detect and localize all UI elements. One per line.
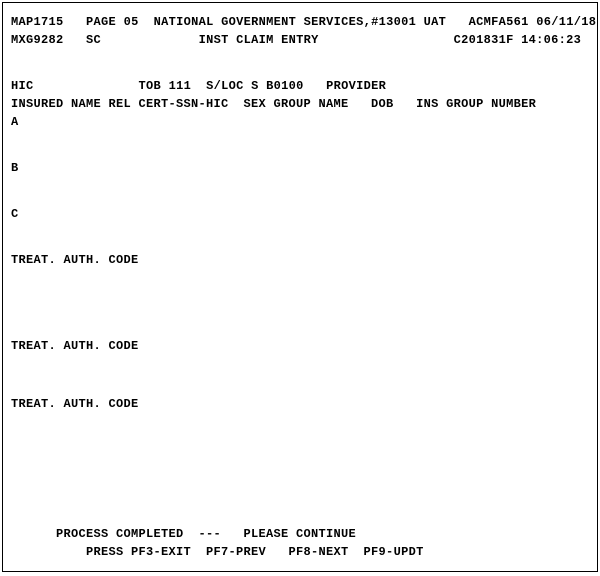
tob-label: TOB [139, 79, 162, 93]
header-line-2: MXG9282 SC INST CLAIM ENTRY C201831F 14:… [11, 31, 589, 49]
sloc-value: S B0100 [251, 79, 304, 93]
treat-auth-3: TREAT. AUTH. CODE [11, 395, 589, 413]
system-code: ACMFA561 [469, 15, 529, 29]
session: C201831F [454, 33, 514, 47]
treat-auth-2: TREAT. AUTH. CODE [11, 337, 589, 355]
status-text: PROCESS COMPLETED --- PLEASE CONTINUE [56, 527, 356, 541]
column-header: INSURED NAME REL CERT-SSN-HIC SEX GROUP … [11, 95, 589, 113]
title: NATIONAL GOVERNMENT SERVICES,#13001 UAT [154, 15, 447, 29]
trans-id: MXG9282 [11, 33, 64, 47]
hic-label: HIC [11, 79, 34, 93]
sc-code: SC [86, 33, 101, 47]
page-label: PAGE [86, 15, 116, 29]
hic-line: HIC TOB 111 S/LOC S B0100 PROVIDER [11, 77, 589, 95]
subtitle: INST CLAIM ENTRY [199, 33, 319, 47]
map-id: MAP1715 [11, 15, 64, 29]
row-b: B [11, 159, 589, 177]
keys-line: PRESS PF3-EXIT PF7-PREV PF8-NEXT PF9-UPD… [11, 543, 589, 561]
page-num: 05 [124, 15, 139, 29]
time: 14:06:23 [521, 33, 581, 47]
row-a: A [11, 113, 589, 131]
status-line: PROCESS COMPLETED --- PLEASE CONTINUE [11, 525, 589, 543]
row-c: C [11, 205, 589, 223]
sloc-label: S/LOC [206, 79, 244, 93]
header-line-1: MAP1715 PAGE 05 NATIONAL GOVERNMENT SERV… [11, 13, 589, 31]
date: 06/11/18 [536, 15, 596, 29]
function-keys[interactable]: PRESS PF3-EXIT PF7-PREV PF8-NEXT PF9-UPD… [86, 545, 424, 559]
treat-auth-1: TREAT. AUTH. CODE [11, 251, 589, 269]
tob-value: 111 [169, 79, 192, 93]
provider-label: PROVIDER [326, 79, 386, 93]
footer: PROCESS COMPLETED --- PLEASE CONTINUE PR… [11, 525, 589, 561]
terminal-screen: MAP1715 PAGE 05 NATIONAL GOVERNMENT SERV… [2, 2, 598, 572]
